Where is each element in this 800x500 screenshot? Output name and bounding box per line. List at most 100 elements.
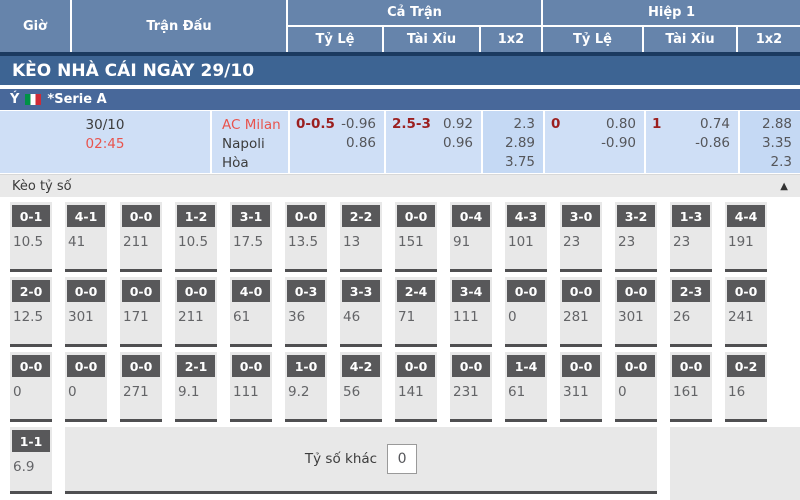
score-label: 1-2 [177, 205, 215, 227]
score-section-header[interactable]: Kèo tỷ số ▲ [0, 174, 800, 197]
score-odds-value: 211 [123, 234, 149, 250]
league-row[interactable]: Ý *Serie A [0, 89, 800, 110]
score-label: 4-2 [342, 355, 380, 377]
score-odds-cell[interactable]: 2-1 9.1 [175, 352, 217, 422]
half-handicap-odd-home: 0.80 [605, 116, 636, 132]
full-1x2-away: 2.89 [504, 135, 535, 151]
score-odds-value: 161 [673, 384, 699, 400]
other-score-value-box[interactable]: 0 [387, 444, 418, 474]
header-half-overunder: Tài Xỉu [644, 27, 736, 52]
score-odds-cell[interactable]: 0-0 271 [120, 352, 162, 422]
score-label: 0-0 [507, 280, 545, 302]
score-odds-cell[interactable]: 1-1 6.9 [10, 427, 52, 494]
score-odds-cell[interactable]: 0-0 111 [230, 352, 272, 422]
score-odds-value: 10.5 [178, 234, 209, 250]
score-odds-cell[interactable]: 0-3 36 [285, 277, 327, 347]
score-odds-cell[interactable]: 3-0 23 [560, 202, 602, 272]
full-overunder-cell[interactable]: 2.5-3 0.92 0.96 [386, 111, 481, 173]
score-odds-cell[interactable]: 3-2 23 [615, 202, 657, 272]
score-odds-cell[interactable]: 2-0 12.5 [10, 277, 52, 347]
score-label: 1-1 [12, 430, 50, 452]
score-odds-cell[interactable]: 4-2 56 [340, 352, 382, 422]
other-score-label: Tỷ số khác [304, 451, 378, 467]
collapse-arrow-icon[interactable]: ▲ [780, 180, 788, 192]
score-odds-cell[interactable]: 0-0 231 [450, 352, 492, 422]
score-odds-value: 311 [563, 384, 589, 400]
score-odds-value: 301 [68, 309, 94, 325]
half-1x2-cell[interactable]: 2.88 3.35 2.3 [740, 111, 800, 173]
score-odds-cell[interactable]: 0-0 161 [670, 352, 712, 422]
score-odds-value: 13.5 [288, 234, 319, 250]
half-overunder-cell[interactable]: 1 0.74 -0.86 [646, 111, 738, 173]
full-handicap-odd-home: -0.96 [341, 116, 376, 132]
score-odds-cell[interactable]: 0-0 301 [65, 277, 107, 347]
score-odds-value: 36 [288, 309, 306, 325]
full-1x2-cell[interactable]: 2.3 2.89 3.75 [483, 111, 543, 173]
score-label: 3-2 [617, 205, 655, 227]
score-odds-value: 12.5 [13, 309, 44, 325]
half-handicap-line: 0 [551, 116, 561, 132]
score-odds-cell[interactable]: 3-1 17.5 [230, 202, 272, 272]
home-team[interactable]: AC Milan [222, 117, 281, 133]
score-odds-cell[interactable]: 0-0 0 [65, 352, 107, 422]
score-label: 0-0 [177, 280, 215, 302]
header-full-handicap: Tỷ Lệ [288, 27, 382, 52]
match-teams-cell[interactable]: AC Milan Napoli Hòa [212, 111, 288, 173]
score-odds-cell[interactable]: 0-0 211 [175, 277, 217, 347]
full-handicap-cell[interactable]: 0-0.5 -0.96 0.86 [290, 111, 384, 173]
score-odds-cell[interactable]: 1-4 61 [505, 352, 547, 422]
score-odds-cell[interactable]: 0-0 301 [615, 277, 657, 347]
score-label: 0-0 [122, 355, 160, 377]
score-odds-cell[interactable]: 0-0 171 [120, 277, 162, 347]
score-odds-value: 23 [563, 234, 581, 250]
score-odds-cell[interactable]: 0-2 16 [725, 352, 767, 422]
score-odds-cell[interactable]: 0-0 151 [395, 202, 437, 272]
score-odds-cell[interactable]: 0-4 91 [450, 202, 492, 272]
score-odds-cell[interactable]: 3-3 46 [340, 277, 382, 347]
score-odds-cell[interactable]: 0-0 0 [505, 277, 547, 347]
half-handicap-odd-away: -0.90 [601, 135, 636, 151]
league-name: *Serie A [47, 92, 107, 107]
score-odds-value: 101 [508, 234, 534, 250]
score-odds-cell[interactable]: 0-0 281 [560, 277, 602, 347]
score-odds-cell[interactable]: 4-4 191 [725, 202, 767, 272]
header-half-handicap: Tỷ Lệ [543, 27, 642, 52]
full-over-odd: 0.92 [442, 116, 473, 132]
score-odds-cell[interactable]: 2-2 13 [340, 202, 382, 272]
score-odds-cell[interactable]: 0-0 141 [395, 352, 437, 422]
score-odds-cell[interactable]: 1-3 23 [670, 202, 712, 272]
score-odds-cell[interactable]: 0-0 241 [725, 277, 767, 347]
score-odds-cell[interactable]: 0-1 10.5 [10, 202, 52, 272]
score-odds-cell[interactable]: 4-1 41 [65, 202, 107, 272]
score-odds-value: 0 [618, 384, 627, 400]
score-row: 0-0 0 0-0 0 0-0 271 2-1 9.1 0-0 111 1-0 9.2 4-2 56 0-0… [10, 352, 800, 422]
away-team: Napoli [222, 136, 265, 152]
score-odds-value: 9.2 [288, 384, 310, 400]
score-odds-cell[interactable]: 0-0 0 [10, 352, 52, 422]
score-odds-cell[interactable]: 0-0 311 [560, 352, 602, 422]
score-label: 3-3 [342, 280, 380, 302]
score-odds-cell[interactable]: 2-3 26 [670, 277, 712, 347]
score-odds-value: 301 [618, 309, 644, 325]
score-label: 2-4 [397, 280, 435, 302]
score-odds-cell[interactable]: 1-0 9.2 [285, 352, 327, 422]
score-odds-value: 6.9 [13, 459, 35, 475]
score-label: 0-0 [562, 280, 600, 302]
score-odds-value: 211 [178, 309, 204, 325]
score-label: 2-2 [342, 205, 380, 227]
score-odds-cell[interactable]: 3-4 111 [450, 277, 492, 347]
score-odds-cell[interactable]: 4-0 61 [230, 277, 272, 347]
score-odds-value: 111 [233, 384, 259, 400]
half-handicap-cell[interactable]: 0 0.80 -0.90 [545, 111, 644, 173]
score-odds-value: 111 [453, 309, 479, 325]
score-odds-cell[interactable]: 1-2 10.5 [175, 202, 217, 272]
score-odds-cell[interactable]: 0-0 13.5 [285, 202, 327, 272]
score-odds-cell[interactable]: 0-0 0 [615, 352, 657, 422]
score-odds-cell[interactable]: 4-3 101 [505, 202, 547, 272]
score-odds-cell[interactable]: 0-0 211 [120, 202, 162, 272]
half-over-odd: 0.74 [699, 116, 730, 132]
score-label: 1-0 [287, 355, 325, 377]
score-odds-cell[interactable]: 2-4 71 [395, 277, 437, 347]
match-row: 30/10 02:45 AC Milan Napoli Hòa 0-0.5 -0… [0, 111, 800, 173]
